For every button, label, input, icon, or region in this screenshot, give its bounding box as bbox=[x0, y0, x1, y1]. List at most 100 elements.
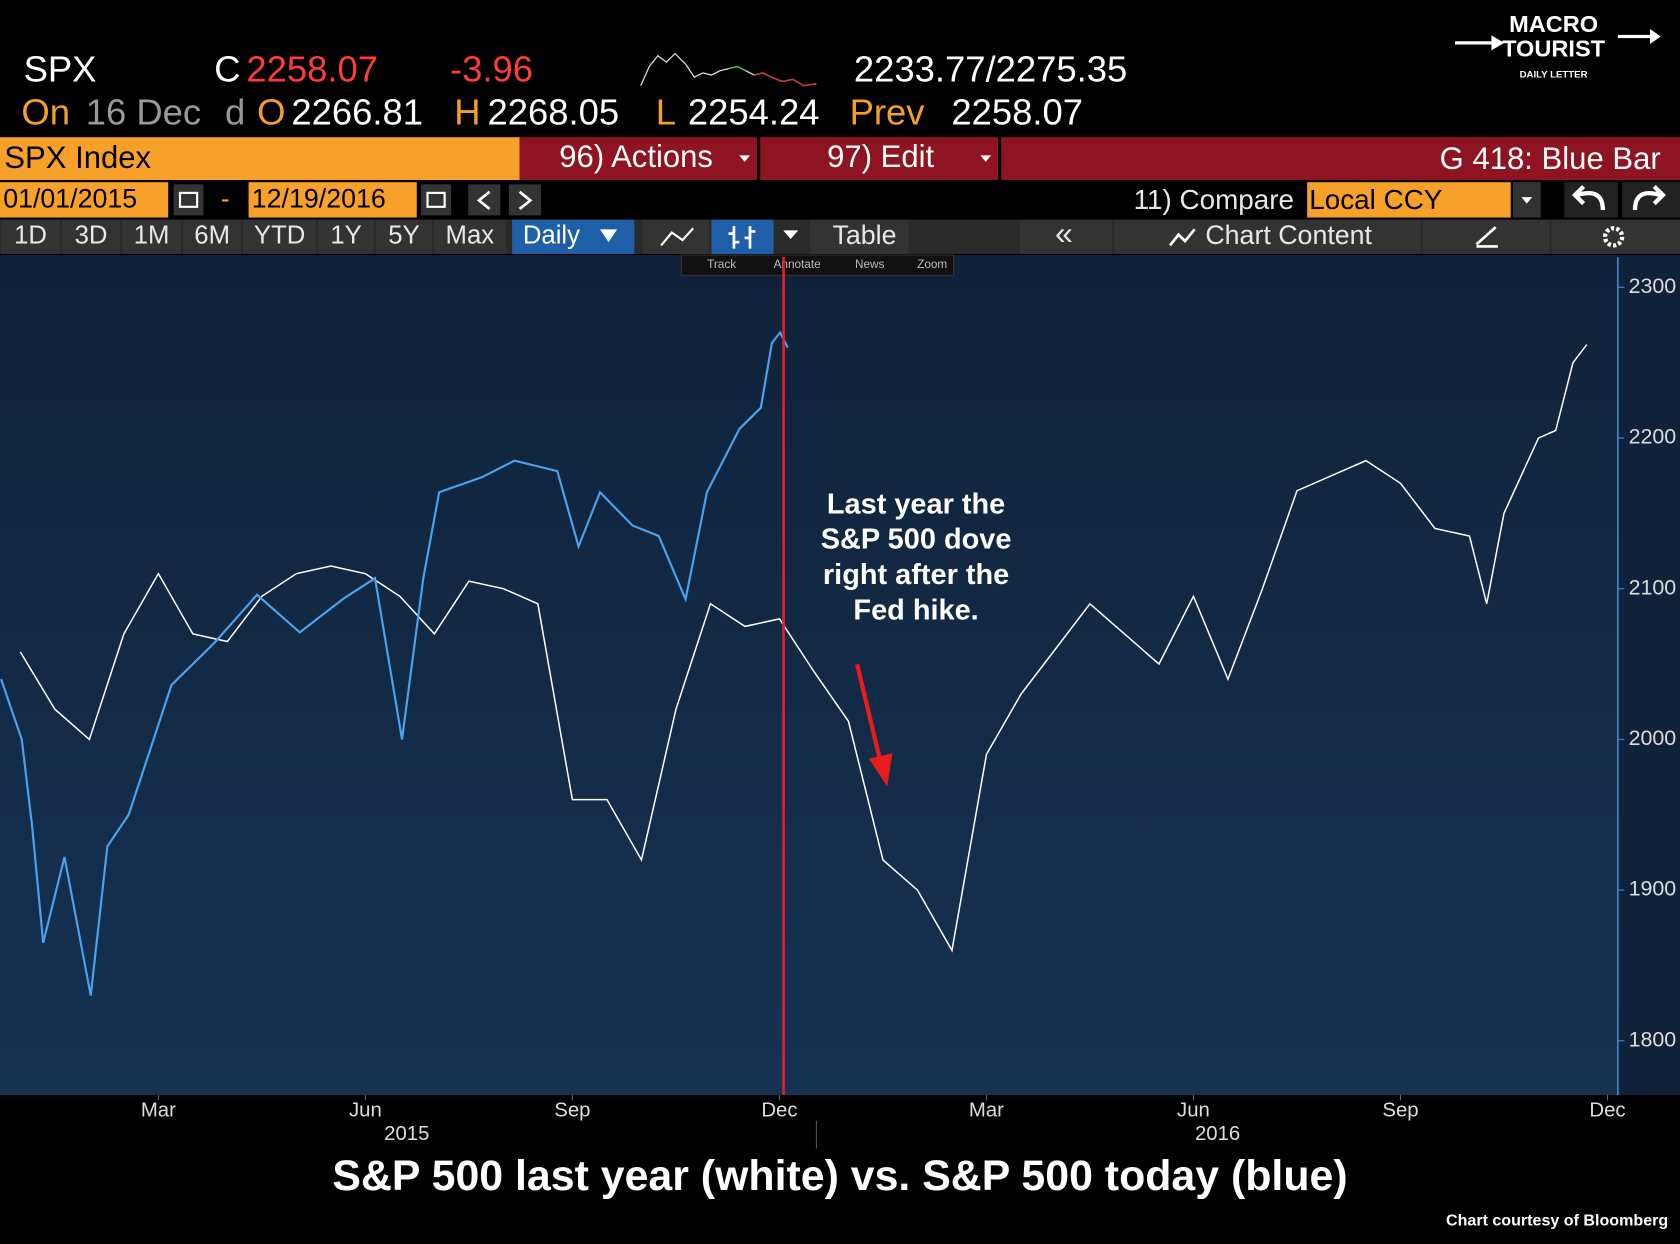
date-dash: - bbox=[221, 183, 230, 213]
plot-area bbox=[0, 255, 1618, 1096]
actions-button[interactable]: 96) Actions bbox=[559, 139, 713, 174]
table-label[interactable]: Table bbox=[833, 220, 897, 250]
period-label[interactable]: 3D bbox=[75, 222, 108, 250]
period-label[interactable]: 5Y bbox=[388, 222, 419, 250]
logo-line: TOURIST bbox=[1502, 36, 1606, 62]
annotation: right after the bbox=[823, 559, 1009, 591]
sparkline-up bbox=[728, 65, 747, 72]
frequency[interactable]: Daily bbox=[523, 222, 580, 250]
x-tick-label: Jun bbox=[349, 1099, 382, 1121]
next-button[interactable] bbox=[508, 184, 542, 216]
freq: d bbox=[225, 91, 245, 132]
period-button[interactable] bbox=[318, 219, 374, 254]
open-label: O bbox=[257, 91, 285, 132]
chart-tools bbox=[680, 254, 955, 276]
annotation: Fed hike. bbox=[853, 594, 978, 626]
prev-label: Prev bbox=[850, 91, 926, 132]
compare-button[interactable]: 11) Compare bbox=[1134, 184, 1294, 215]
settings-icon bbox=[1602, 226, 1625, 248]
settings-button[interactable] bbox=[1551, 219, 1680, 254]
start-date[interactable]: 01/01/2015 bbox=[3, 183, 137, 213]
period-button[interactable] bbox=[433, 219, 506, 254]
logo-line: MACRO bbox=[1509, 11, 1598, 37]
table-button[interactable] bbox=[810, 219, 909, 254]
period-button[interactable] bbox=[243, 219, 317, 254]
logo-line: DAILY LETTER bbox=[1520, 70, 1588, 81]
x-tick-label: Jun bbox=[1177, 1099, 1210, 1121]
close-label: C bbox=[214, 48, 240, 89]
year-label: 2015 bbox=[384, 1123, 429, 1145]
calendar-glyph bbox=[178, 191, 199, 208]
period-label[interactable]: 1M bbox=[134, 222, 170, 250]
collapse-icon[interactable]: « bbox=[1055, 215, 1073, 251]
end-date[interactable]: 12/19/2016 bbox=[252, 183, 386, 213]
period-label[interactable]: Max bbox=[446, 222, 495, 250]
date-box[interactable] bbox=[248, 182, 417, 218]
last-price: 2258.07 bbox=[246, 48, 378, 89]
period-label[interactable]: 1Y bbox=[330, 222, 361, 250]
chart-type-icon bbox=[660, 227, 695, 247]
logo-arrowhead bbox=[1650, 28, 1661, 44]
date-box[interactable] bbox=[0, 182, 169, 218]
chart-content-button[interactable] bbox=[1114, 219, 1421, 254]
x-tick-label: Dec bbox=[761, 1099, 797, 1121]
y-tick-label: 2000 bbox=[1629, 726, 1677, 750]
dropdown-icon bbox=[1521, 197, 1533, 204]
annotation-arrow bbox=[855, 663, 883, 764]
day-range: 2233.77/2275.35 bbox=[854, 48, 1127, 89]
edit-button[interactable]: 97) Edit bbox=[827, 139, 934, 174]
y-tick-label: 2200 bbox=[1629, 425, 1677, 449]
period-label[interactable]: 1D bbox=[14, 222, 47, 250]
y-tick-label: 2300 bbox=[1629, 274, 1677, 298]
high-label: H bbox=[454, 91, 480, 132]
credit: Chart courtesy of Bloomberg bbox=[1446, 1212, 1668, 1230]
period-label[interactable]: 6M bbox=[194, 222, 230, 250]
redo-icon bbox=[1632, 184, 1666, 211]
chart-content-icon bbox=[1168, 228, 1196, 247]
x-tick-label: Dec bbox=[1589, 1099, 1625, 1121]
tool-label[interactable]: Zoom bbox=[917, 258, 947, 271]
period-label[interactable]: YTD bbox=[254, 222, 305, 250]
bar-type-icon bbox=[728, 226, 756, 249]
period-button[interactable] bbox=[62, 219, 120, 254]
change: -3.96 bbox=[450, 48, 533, 89]
currency-box[interactable] bbox=[1307, 182, 1511, 218]
menu-bar bbox=[519, 137, 1680, 181]
collapse-button[interactable] bbox=[1020, 219, 1113, 254]
annotation: Last year the bbox=[827, 488, 1005, 520]
prev-button[interactable] bbox=[468, 184, 501, 216]
security-box[interactable] bbox=[0, 137, 520, 181]
calendar-icon[interactable] bbox=[421, 184, 452, 216]
low: 2254.24 bbox=[688, 91, 820, 132]
prev-icon bbox=[476, 190, 491, 211]
series-line bbox=[0, 330, 789, 996]
dropdown-icon bbox=[600, 229, 618, 243]
period-buttons: 1D 3D 1M 6M YTD 1Y 5Y Max bbox=[1, 219, 506, 254]
currency[interactable]: Local CCY bbox=[1309, 184, 1442, 215]
chart-content-label[interactable]: Chart Content bbox=[1205, 220, 1372, 250]
calendar-icon[interactable] bbox=[173, 184, 204, 216]
period-button[interactable] bbox=[122, 219, 182, 254]
ticker: SPX bbox=[24, 48, 97, 89]
period-button[interactable] bbox=[1, 219, 60, 254]
x-tick-label: Sep bbox=[554, 1099, 590, 1121]
period-button[interactable] bbox=[183, 219, 242, 254]
tool-label[interactable]: News bbox=[855, 258, 885, 271]
undo-button[interactable] bbox=[1564, 182, 1618, 218]
annotation-arrowhead bbox=[868, 753, 893, 787]
draw-icon bbox=[1475, 226, 1498, 248]
redo-button[interactable] bbox=[1622, 182, 1680, 218]
open: 2266.81 bbox=[291, 91, 423, 132]
dropdown-icon bbox=[739, 155, 750, 162]
tool-label[interactable]: Annotate bbox=[774, 258, 822, 271]
period-button[interactable] bbox=[376, 219, 432, 254]
on-label: On bbox=[21, 91, 70, 132]
x-tick-label: Mar bbox=[141, 1099, 176, 1121]
calendar-glyph bbox=[426, 191, 446, 208]
y-tick-label: 2100 bbox=[1629, 575, 1677, 599]
frequency-box[interactable] bbox=[512, 219, 635, 254]
security[interactable]: SPX Index bbox=[4, 140, 151, 175]
high: 2268.05 bbox=[487, 91, 619, 132]
bar-type-button[interactable] bbox=[711, 219, 774, 254]
tool-label[interactable]: Track bbox=[707, 258, 736, 271]
